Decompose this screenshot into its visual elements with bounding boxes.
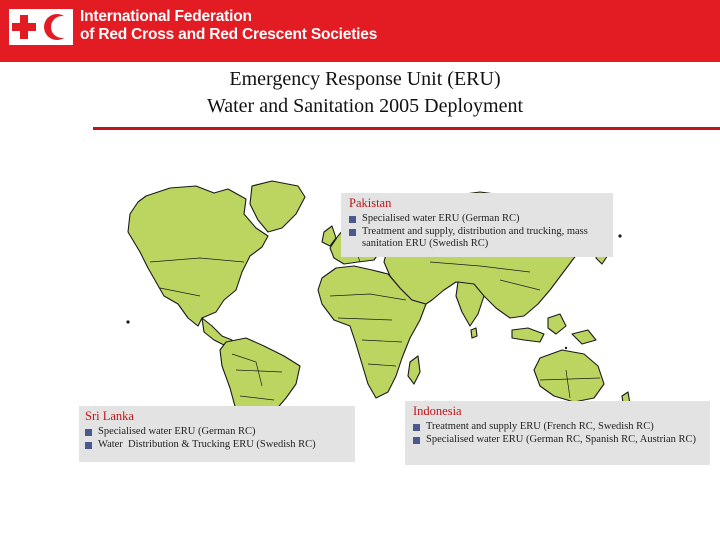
- page-title: Emergency Response Unit (ERU) Water and …: [100, 66, 630, 120]
- pakistan-item-1: Specialised water ERU (German RC): [362, 213, 520, 224]
- org-name-line2: of Red Cross and Red Crescent Societies: [80, 26, 378, 43]
- square-bullet-icon: [85, 441, 92, 449]
- list-item: Treatment and supply ERU (French RC, Swe…: [413, 421, 710, 434]
- borneo-landmass: [547, 313, 567, 335]
- indonesia-item-2: Specialised water ERU (German RC, Spanis…: [426, 433, 697, 445]
- title-divider: [93, 127, 720, 130]
- square-bullet-icon: [349, 216, 356, 223]
- sri-lanka-callout: Sri Lanka Specialised water ERU (German …: [79, 406, 355, 462]
- square-bullet-icon: [349, 228, 356, 236]
- pakistan-heading: Pakistan: [349, 196, 392, 210]
- sri-lanka-item-2: Water Distribution & Trucking ERU (Swedi…: [98, 438, 316, 450]
- title-line2: Water and Sanitation 2005 Deployment: [206, 95, 524, 117]
- red-cross-crescent-logo: [9, 9, 73, 45]
- indonesia-heading: Indonesia: [413, 404, 462, 418]
- red-cross-crescent-icon: [12, 14, 73, 40]
- pacific-island-dot: [618, 234, 622, 238]
- organization-name: International Federation of Red Cross an…: [80, 8, 377, 44]
- org-name-line1: International Federation: [80, 8, 252, 25]
- madagascar-landmass: [407, 355, 421, 385]
- pakistan-callout: Pakistan Specialised water ERU (German R…: [341, 193, 613, 257]
- hawaii-island-dot: [126, 320, 130, 324]
- uk-landmass: [321, 225, 337, 247]
- australia-landmass: [533, 349, 605, 403]
- square-bullet-icon: [413, 424, 420, 431]
- square-bullet-icon: [85, 429, 92, 436]
- list-item: Specialised water ERU (German RC): [85, 426, 355, 439]
- sri-lanka-heading: Sri Lanka: [85, 409, 134, 423]
- list-item: Specialised water ERU (German RC, Spanis…: [413, 434, 710, 447]
- title-line1: Emergency Response Unit (ERU): [229, 68, 501, 90]
- header-bar: International Federation of Red Cross an…: [0, 0, 720, 62]
- timor-island-dot: [564, 346, 568, 350]
- indonesia-callout: Indonesia Treatment and supply ERU (Fren…: [405, 401, 710, 465]
- indonesia-item-1: Treatment and supply ERU (French RC, Swe…: [426, 421, 654, 432]
- sri-lanka-item-1: Specialised water ERU (German RC): [98, 426, 256, 437]
- sri-lanka-landmass: [470, 327, 478, 339]
- new-guinea-landmass: [571, 329, 597, 345]
- north-america-landmass: [127, 185, 269, 327]
- list-item: Specialised water ERU (German RC): [349, 213, 613, 226]
- square-bullet-icon: [413, 436, 420, 444]
- greenland-landmass: [249, 180, 306, 233]
- indonesia-landmass: [511, 327, 545, 343]
- india-landmass: [455, 281, 485, 327]
- list-item: Water Distribution & Trucking ERU (Swedi…: [85, 439, 355, 452]
- list-item: Treatment and supply, distribution and t…: [349, 226, 613, 251]
- pakistan-item-2: Treatment and supply, distribution and t…: [362, 225, 588, 250]
